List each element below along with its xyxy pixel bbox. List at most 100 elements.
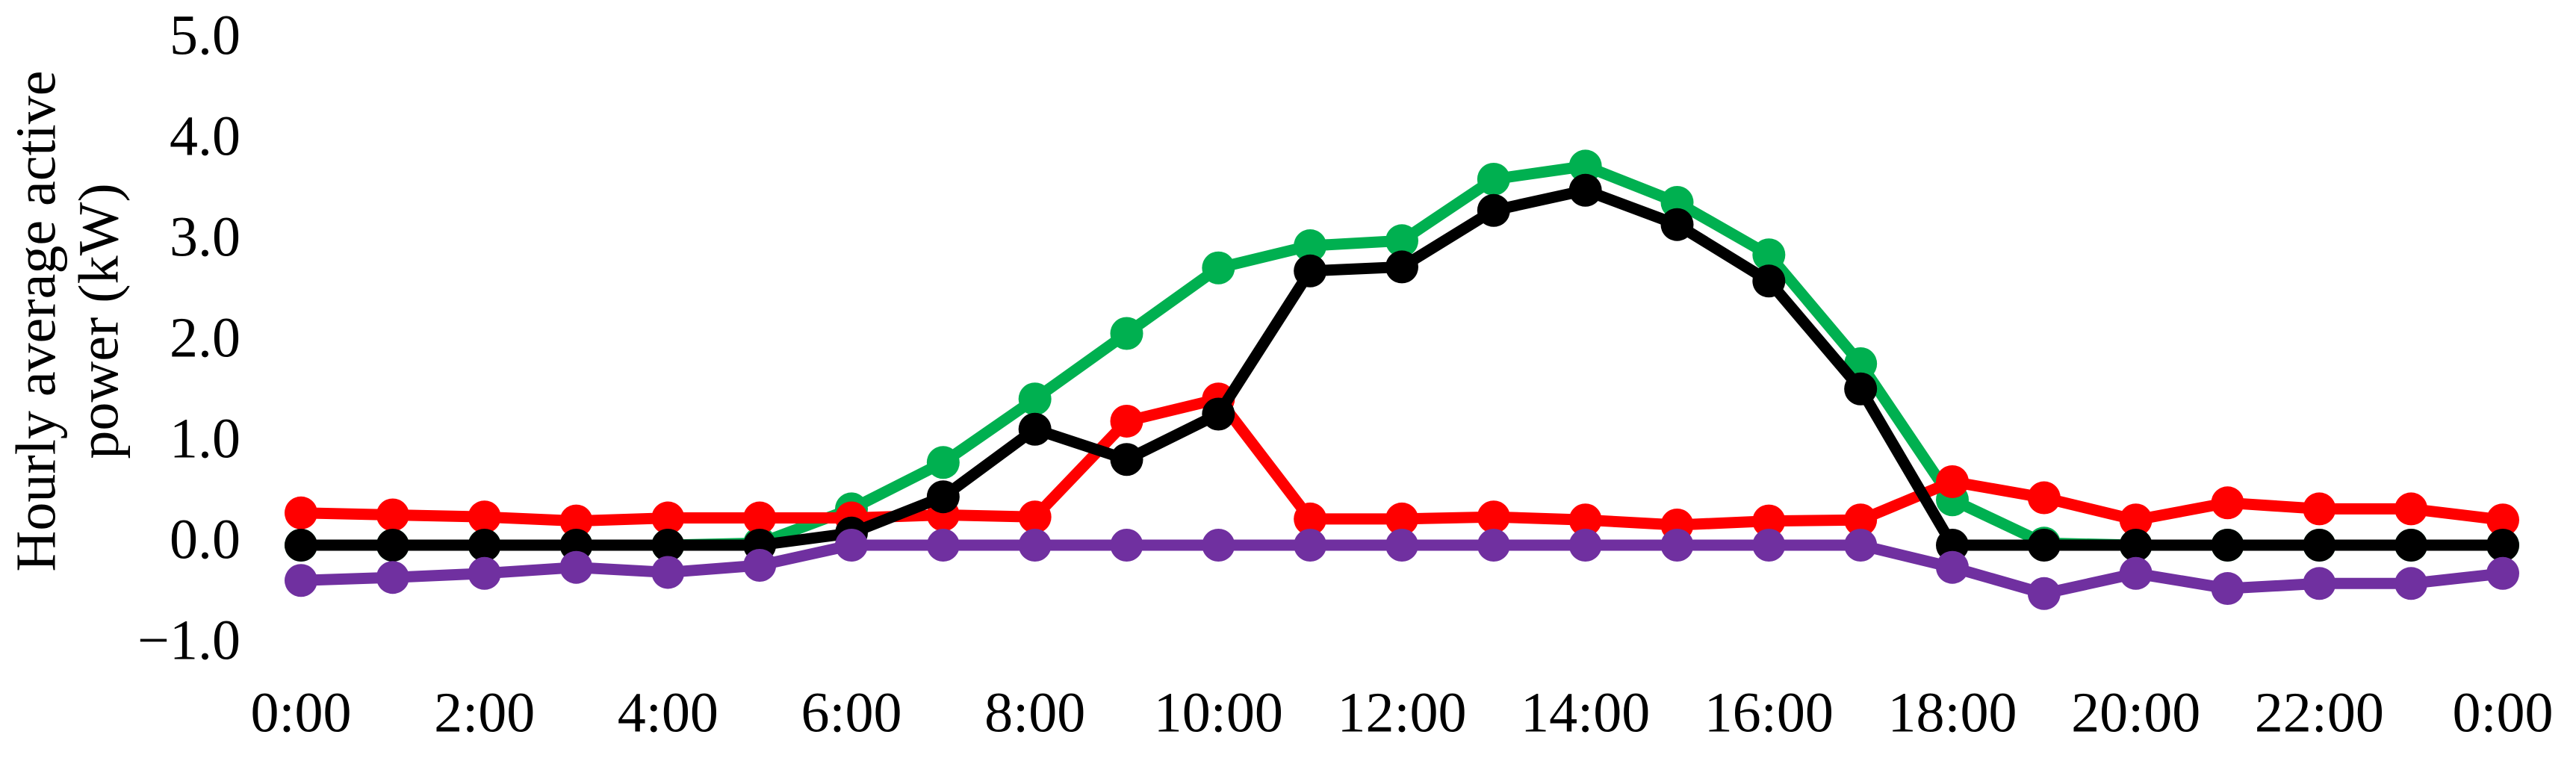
data-point (2486, 529, 2519, 562)
data-point (1568, 173, 1602, 207)
series-line (301, 160, 2503, 551)
data-point (1568, 503, 1602, 537)
x-tick-label: 0:00 (250, 681, 351, 744)
data-point (285, 496, 317, 529)
data-point (2303, 529, 2336, 562)
x-tick-label: 8:00 (984, 681, 1085, 744)
x-tick-label: 14:00 (1521, 681, 1650, 744)
x-tick-label: 2:00 (434, 681, 535, 744)
series (285, 382, 2519, 541)
data-point (2211, 486, 2244, 520)
data-point (376, 561, 409, 594)
y-axis-title: Hourly average active power (kW) (4, 71, 130, 572)
data-point (1477, 529, 1510, 562)
data-point (651, 556, 685, 589)
y-tick-label: 3.0 (170, 205, 240, 268)
data-point (559, 550, 593, 584)
data-point (651, 529, 685, 562)
data-point (743, 549, 777, 582)
data-point (2395, 567, 2428, 600)
data-point (1936, 465, 1969, 498)
y-tick-label: 2.0 (170, 306, 240, 369)
data-point (1477, 500, 1510, 534)
x-tick-label: 20:00 (2071, 681, 2200, 744)
data-point (2395, 529, 2428, 562)
x-tick-label: 10:00 (1154, 681, 1283, 744)
data-point (559, 504, 593, 538)
data-point (285, 564, 317, 597)
data-point (1110, 529, 1143, 562)
data-point (1385, 502, 1418, 535)
data-point (1844, 372, 1878, 406)
data-point (1202, 529, 1235, 562)
data-point (2027, 577, 2061, 610)
data-point (2027, 529, 2061, 562)
data-point (1018, 412, 1052, 446)
data-point (1936, 550, 1969, 584)
data-point (1752, 504, 1786, 538)
y-axis-title-line: Hourly average active (4, 71, 67, 572)
data-point (1477, 193, 1510, 227)
series (285, 529, 2519, 610)
data-point (1110, 404, 1143, 438)
data-point (651, 501, 685, 535)
data-point (285, 529, 317, 562)
data-point (468, 500, 501, 534)
data-point (1110, 443, 1143, 476)
data-point (1018, 500, 1052, 534)
data-point (2119, 556, 2153, 590)
data-point (2211, 529, 2244, 562)
data-point (468, 556, 501, 590)
data-point (376, 498, 409, 532)
y-axis-title-line: power (kW) (67, 183, 130, 459)
data-point (2303, 567, 2336, 600)
data-point (743, 501, 777, 535)
data-point (2119, 529, 2153, 562)
x-tick-label: 4:00 (618, 681, 719, 744)
data-point (2303, 492, 2336, 526)
x-tick-label: 12:00 (1337, 681, 1466, 744)
data-point (1202, 397, 1235, 431)
data-point (1110, 317, 1143, 350)
series (285, 149, 2519, 562)
y-tick-label: 1.0 (170, 407, 240, 470)
data-point (1844, 529, 1878, 562)
data-point (1294, 529, 1327, 562)
x-tick-label: 18:00 (1887, 681, 2017, 744)
data-point (2119, 503, 2153, 537)
data-point (1385, 529, 1418, 562)
data-point (2027, 481, 2061, 515)
data-point (1660, 208, 1694, 241)
x-tick-label: 22:00 (2255, 681, 2384, 744)
data-point (1018, 382, 1052, 416)
x-tick-label: 16:00 (1704, 681, 1834, 744)
data-point (1477, 162, 1510, 196)
data-point (376, 529, 409, 562)
data-point (1568, 149, 1602, 183)
data-point (926, 446, 960, 479)
x-tick-label: 6:00 (801, 681, 901, 744)
y-tick-label: 0.0 (170, 508, 240, 571)
data-point (2395, 492, 2428, 526)
x-tick-label: 0:00 (2452, 681, 2553, 744)
data-point (1294, 229, 1327, 263)
data-point (1752, 264, 1786, 298)
data-point (2211, 572, 2244, 606)
data-point (835, 529, 868, 562)
data-point (1294, 254, 1327, 288)
data-point (926, 529, 960, 562)
data-point (2486, 503, 2519, 537)
data-point (926, 480, 960, 514)
data-point (1018, 529, 1052, 562)
data-point (1385, 224, 1418, 258)
data-point (1568, 529, 1602, 562)
data-point (1844, 503, 1878, 537)
data-point (2486, 556, 2519, 590)
y-tick-label: 5.0 (170, 4, 240, 66)
data-point (1202, 251, 1235, 285)
data-point (1660, 529, 1694, 562)
y-tick-label: −1.0 (137, 609, 240, 671)
data-point (1294, 502, 1327, 535)
y-tick-label: 4.0 (170, 105, 240, 167)
